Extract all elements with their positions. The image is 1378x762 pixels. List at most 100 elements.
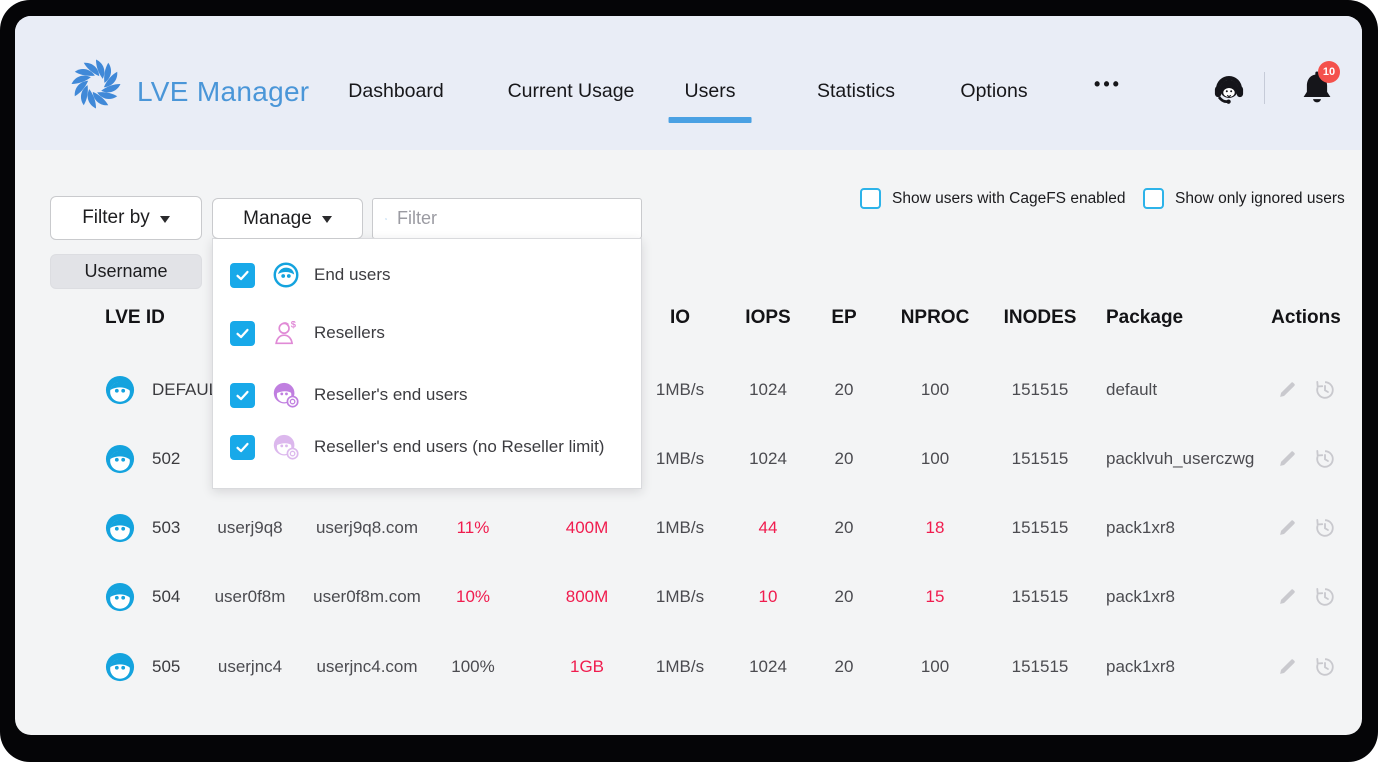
tab-current-usage[interactable]: Current Usage [507, 80, 635, 102]
history-icon[interactable] [1314, 517, 1336, 539]
checkbox-checked-icon[interactable] [230, 320, 255, 346]
package-cell: packlvuh_userczwg [1106, 449, 1255, 468]
io-cell: 1MB/s [655, 449, 705, 468]
ep-cell: 20 [834, 657, 854, 676]
tab-statistics[interactable]: Statistics [816, 80, 896, 102]
checkbox-checked-icon[interactable] [230, 262, 255, 288]
dropdown-item-resellers[interactable]: $ Resellers [213, 311, 641, 355]
edit-icon[interactable] [1276, 517, 1298, 539]
package-cell: pack1xr8 [1106, 657, 1175, 676]
tab-users[interactable]: Users [668, 80, 752, 123]
lve-manager-logo-icon [71, 59, 121, 109]
checkbox-checked-icon[interactable] [230, 382, 255, 408]
cpu-cell: 11% [456, 518, 490, 537]
header-inodes: INODES [1003, 307, 1077, 328]
nproc-cell: 100 [920, 380, 950, 399]
filter-by-button[interactable]: Filter by [50, 196, 202, 240]
search-icon [385, 217, 387, 220]
io-cell: 1MB/s [655, 657, 705, 676]
lve-id-value: 503 [152, 518, 181, 537]
notifications-bell[interactable]: 10 [1297, 61, 1340, 108]
username-cell: userj9q8 [217, 518, 283, 537]
app-window: LVE Manager Dashboard Current Usage User… [15, 16, 1362, 735]
svg-text:$: $ [291, 319, 297, 329]
edit-icon[interactable] [1276, 586, 1298, 608]
header-iops: IOPS [745, 307, 791, 328]
manage-button[interactable]: Manage [212, 198, 363, 239]
package-cell: pack1xr8 [1106, 518, 1175, 537]
support-headset-icon[interactable] [1209, 68, 1249, 108]
io-cell: 1MB/s [655, 587, 705, 606]
end-user-avatar-icon [105, 582, 135, 612]
iops-cell: 1024 [749, 380, 787, 399]
end-user-avatar-icon [105, 375, 135, 405]
io-cell: 1MB/s [655, 380, 705, 399]
reseller-end-user-icon [273, 382, 299, 408]
lve-id-value: 505 [152, 657, 181, 676]
io-cell: 1MB/s [655, 518, 705, 537]
checkbox-checked-icon[interactable] [230, 434, 255, 460]
end-user-avatar-icon [105, 444, 135, 474]
table-row: 502 1MB/s 1024 20 100 151515 packlvuh_us… [15, 437, 1362, 481]
reseller-icon: $ [275, 319, 297, 345]
notification-badge: 10 [1318, 61, 1340, 83]
cpu-cell: 100% [451, 657, 495, 676]
memory-cell: 800M [565, 587, 609, 606]
domain-cell: user0f8m.com [313, 587, 421, 606]
brand-title: LVE Manager [137, 76, 310, 107]
history-icon[interactable] [1314, 586, 1336, 608]
iops-cell: 10 [758, 587, 778, 606]
manage-dropdown-panel: End users $ Resellers Reseller's end use… [212, 238, 642, 489]
filter-search-box[interactable] [372, 198, 642, 239]
tab-dashboard[interactable]: Dashboard [348, 80, 444, 102]
chevron-down-icon [159, 215, 170, 223]
iops-cell: 44 [758, 518, 778, 537]
tab-options[interactable]: Options [960, 80, 1028, 102]
navbar: LVE Manager Dashboard Current Usage User… [15, 16, 1362, 150]
edit-icon[interactable] [1276, 656, 1298, 678]
domain-cell: userjnc4.com [316, 657, 418, 676]
iops-cell: 1024 [749, 657, 787, 676]
memory-cell: 1GB [569, 657, 605, 676]
nproc-cell: 15 [925, 587, 945, 606]
dropdown-item-reseller-end-users[interactable]: Reseller's end users [213, 373, 641, 417]
inodes-cell: 151515 [1011, 587, 1069, 606]
history-icon[interactable] [1314, 379, 1336, 401]
header-lve-id: LVE ID [105, 307, 165, 328]
package-cell: default [1106, 380, 1158, 399]
ep-cell: 20 [834, 518, 854, 537]
table-row: 504 user0f8m user0f8m.com 10% 800M 1MB/s… [15, 575, 1362, 619]
inodes-cell: 151515 [1011, 449, 1069, 468]
dropdown-item-reseller-end-users-no-limit[interactable]: Reseller's end users (no Reseller limit) [213, 425, 641, 469]
checkbox-unchecked-icon [860, 188, 881, 209]
lve-id-value: 502 [152, 449, 181, 468]
end-user-icon [273, 262, 299, 288]
iops-cell: 1024 [749, 449, 787, 468]
edit-icon[interactable] [1276, 448, 1298, 470]
chevron-down-icon [321, 216, 332, 223]
edit-icon[interactable] [1276, 379, 1298, 401]
nproc-cell: 18 [925, 518, 945, 537]
package-cell: pack1xr8 [1106, 587, 1175, 606]
table-row: 503 userj9q8 userj9q8.com 11% 400M 1MB/s… [15, 506, 1362, 550]
header-io: IO [669, 307, 691, 328]
history-icon[interactable] [1314, 448, 1336, 470]
dropdown-item-end-users[interactable]: End users [213, 253, 641, 297]
history-icon[interactable] [1314, 656, 1336, 678]
header-ep: EP [831, 307, 857, 328]
end-user-avatar-icon [105, 513, 135, 543]
nproc-cell: 100 [920, 449, 950, 468]
cagefs-checkbox[interactable]: Show users with CageFS enabled [860, 188, 1126, 209]
nav-overflow-menu[interactable]: ••• [1094, 74, 1122, 94]
nav-divider [1264, 72, 1265, 104]
lve-id-value: 504 [152, 587, 181, 606]
filter-search-input[interactable] [397, 208, 629, 229]
ignored-users-checkbox[interactable]: Show only ignored users [1143, 188, 1345, 209]
checkbox-unchecked-icon [1143, 188, 1164, 209]
reseller-end-user-no-limit-icon [273, 434, 299, 460]
table-row: 505 userjnc4 userjnc4.com 100% 1GB 1MB/s… [15, 645, 1362, 689]
lve-id-value: DEFAULT [152, 380, 228, 399]
ep-cell: 20 [834, 449, 854, 468]
filter-by-selected-username[interactable]: Username [50, 254, 202, 289]
